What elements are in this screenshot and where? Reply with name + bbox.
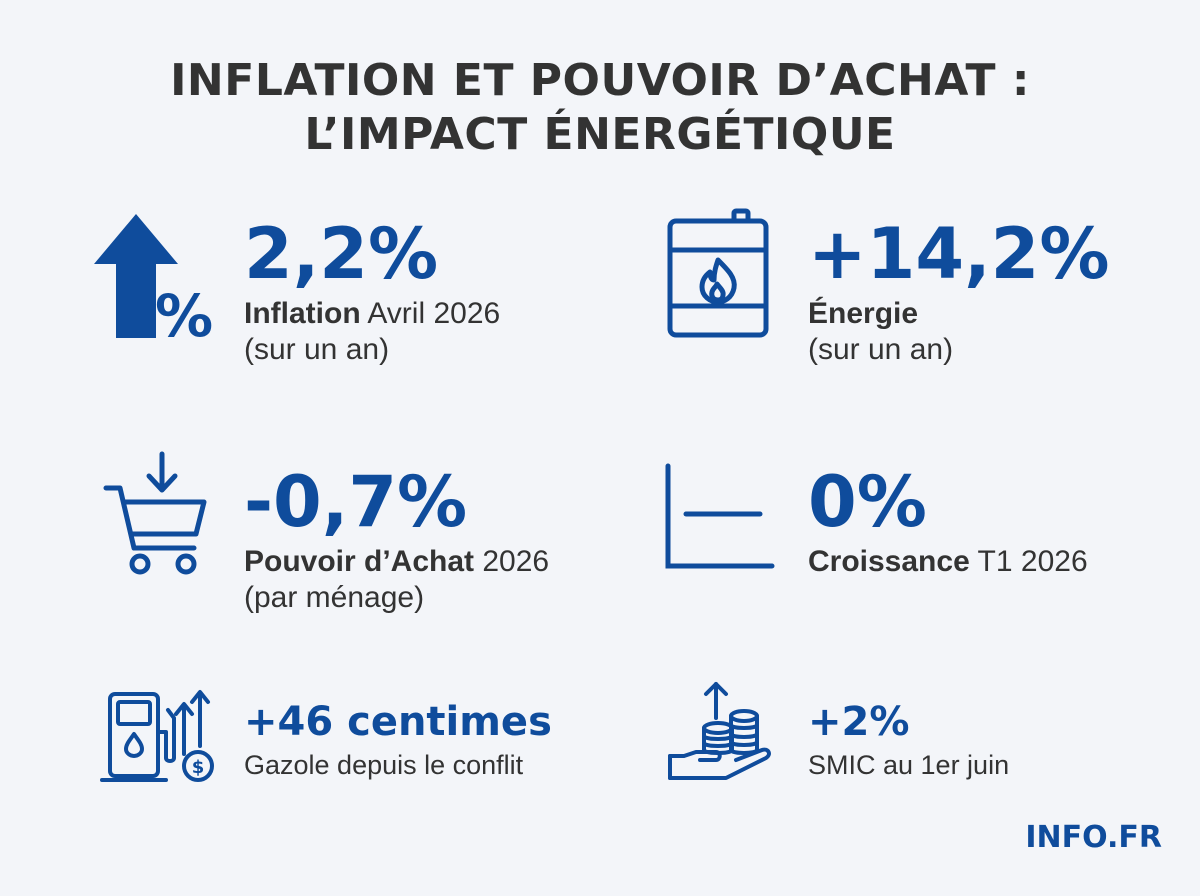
- brand-logo: INFO.FR: [1025, 820, 1162, 855]
- title-line-2: L’IMPACT ÉNERGÉTIQUE: [304, 109, 896, 160]
- energy-label-bold: Énergie: [808, 297, 919, 330]
- flat-line-chart-icon: [664, 462, 776, 572]
- hand-coins-up-icon: [666, 680, 776, 784]
- fuel-barrel-flame-icon: [666, 208, 770, 338]
- stat-smic: +2% SMIC au 1er juin: [808, 698, 1009, 782]
- fuel-pump-price-up-icon: $: [100, 688, 216, 788]
- purchasing-value: -0,7%: [244, 461, 468, 543]
- inflation-label-rest: Avril 2026: [360, 297, 501, 330]
- growth-value: 0%: [808, 461, 927, 543]
- energy-value: +14,2%: [808, 213, 1110, 295]
- purchasing-label-bold: Pouvoir d’Achat: [244, 545, 475, 578]
- growth-label-rest: T1 2026: [969, 545, 1088, 578]
- inflation-value: 2,2%: [244, 213, 439, 295]
- svg-text:$: $: [192, 757, 205, 778]
- arrow-up-percent-icon: %: [92, 212, 222, 350]
- stat-growth: 0% Croissance T1 2026: [808, 464, 1088, 580]
- inflation-sub: (sur un an): [244, 333, 390, 366]
- inflation-label-bold: Inflation: [244, 297, 361, 330]
- stat-energy: +14,2% Énergie (sur un an): [808, 216, 1110, 368]
- stat-diesel: +46 centimes Gazole depuis le conflit: [244, 698, 552, 782]
- energy-sub: (sur un an): [808, 333, 954, 366]
- growth-label: Croissance T1 2026: [808, 544, 1088, 580]
- purchasing-sub: (par ménage): [244, 581, 425, 614]
- energy-label: Énergie: [808, 296, 1110, 332]
- smic-value: +2%: [808, 699, 910, 745]
- stat-inflation: 2,2% Inflation Avril 2026 (sur un an): [244, 216, 500, 368]
- shopping-cart-down-icon: [102, 451, 212, 578]
- title-line-1: INFLATION ET POUVOIR D’ACHAT :: [170, 55, 1030, 106]
- diesel-label: Gazole depuis le conflit: [244, 750, 524, 780]
- purchasing-label-rest: 2026: [474, 545, 550, 578]
- growth-label-bold: Croissance: [808, 545, 970, 578]
- stat-purchasing-power: -0,7% Pouvoir d’Achat 2026 (par ménage): [244, 464, 549, 616]
- inflation-label: Inflation Avril 2026: [244, 296, 500, 332]
- purchasing-label: Pouvoir d’Achat 2026: [244, 544, 549, 580]
- svg-text:%: %: [155, 282, 213, 350]
- smic-label: SMIC au 1er juin: [808, 750, 1010, 780]
- diesel-value: +46 centimes: [244, 699, 552, 745]
- page-title: INFLATION ET POUVOIR D’ACHAT : L’IMPACT …: [0, 54, 1200, 162]
